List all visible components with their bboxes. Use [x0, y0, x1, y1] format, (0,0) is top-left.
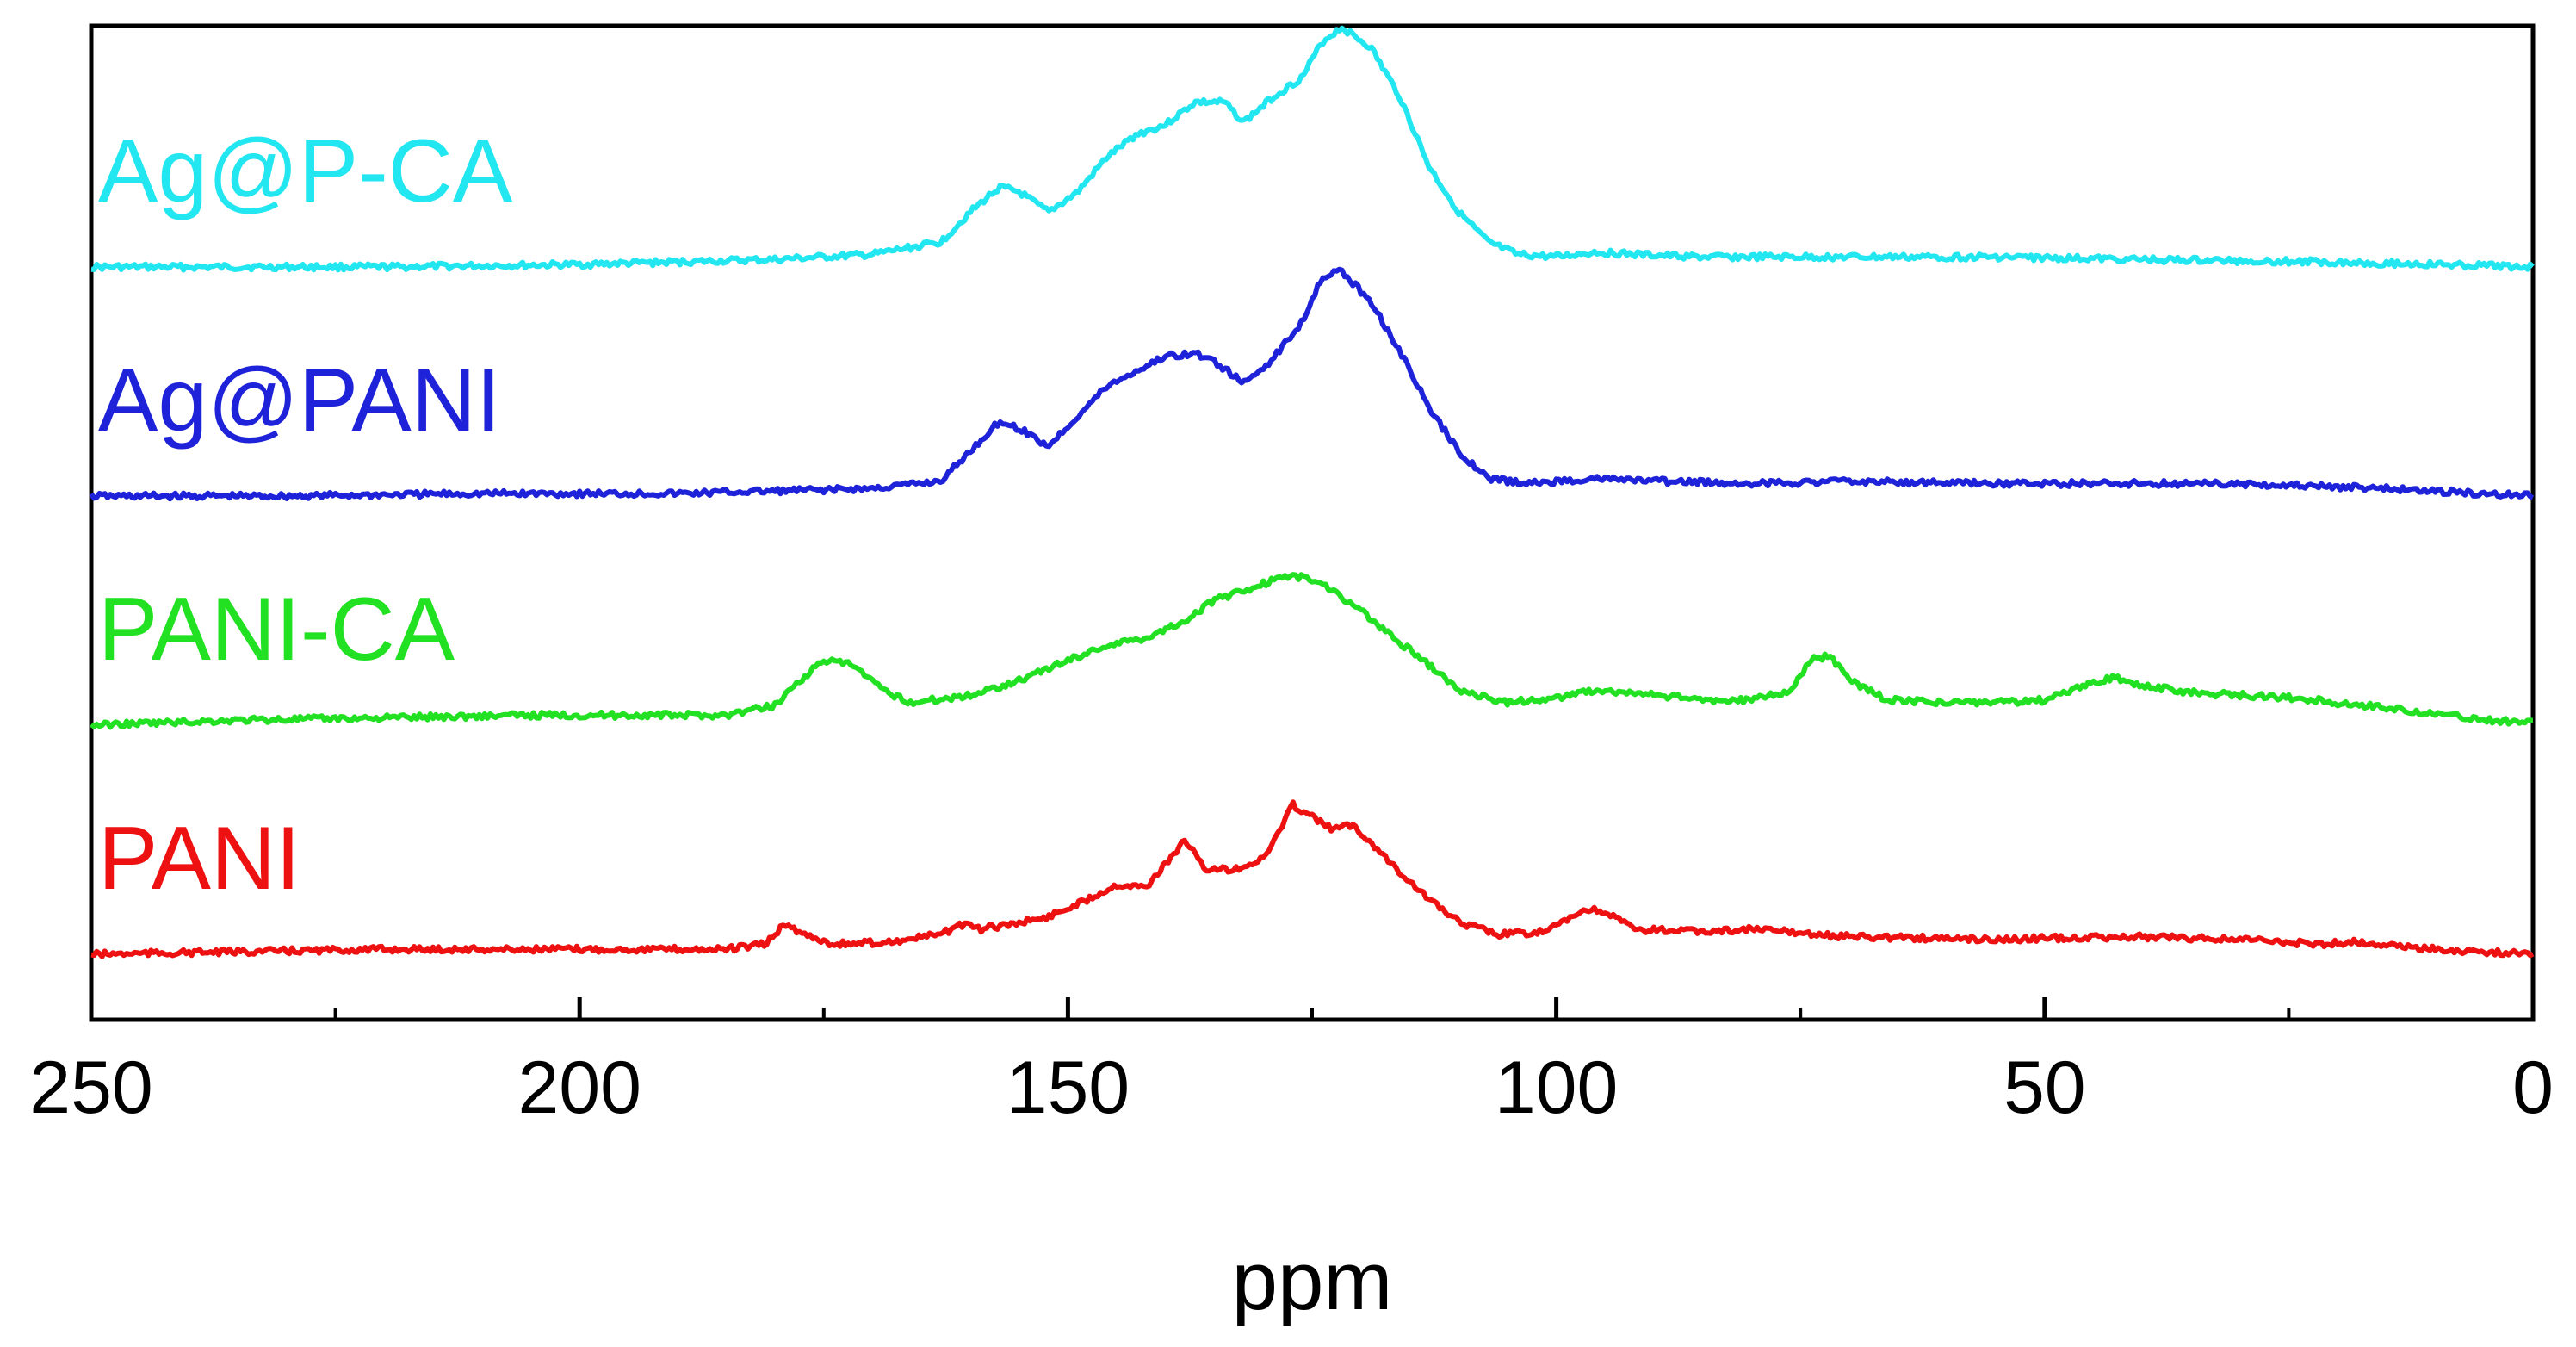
x-tick-label-150: 150 — [1006, 1046, 1130, 1129]
x-tick-label-50: 50 — [2003, 1046, 2086, 1129]
series-line-pani-ca — [90, 572, 2534, 730]
x-axis-ticks: 250 200 150 100 50 0 — [29, 997, 2554, 1129]
series-label-ag-p-ca: Ag@P-CA — [98, 121, 513, 221]
x-tick-label-200: 200 — [517, 1046, 641, 1129]
series-labels: Ag@P-CA Ag@PANI PANI-CA PANI — [98, 121, 513, 909]
x-tick-label-0: 0 — [2512, 1046, 2554, 1129]
x-tick-label-250: 250 — [29, 1046, 153, 1129]
x-tick-label-100: 100 — [1495, 1046, 1619, 1129]
series-line-pani — [90, 799, 2535, 959]
series-line-ag-p-ca — [90, 25, 2535, 273]
spectra-traces — [89, 25, 2535, 959]
series-line-ag-pani — [89, 266, 2535, 502]
x-axis-title: ppm — [1232, 1235, 1393, 1327]
series-label-ag-pani: Ag@PANI — [98, 351, 501, 450]
series-label-pani: PANI — [98, 809, 300, 909]
series-label-pani-ca: PANI-CA — [98, 580, 455, 680]
